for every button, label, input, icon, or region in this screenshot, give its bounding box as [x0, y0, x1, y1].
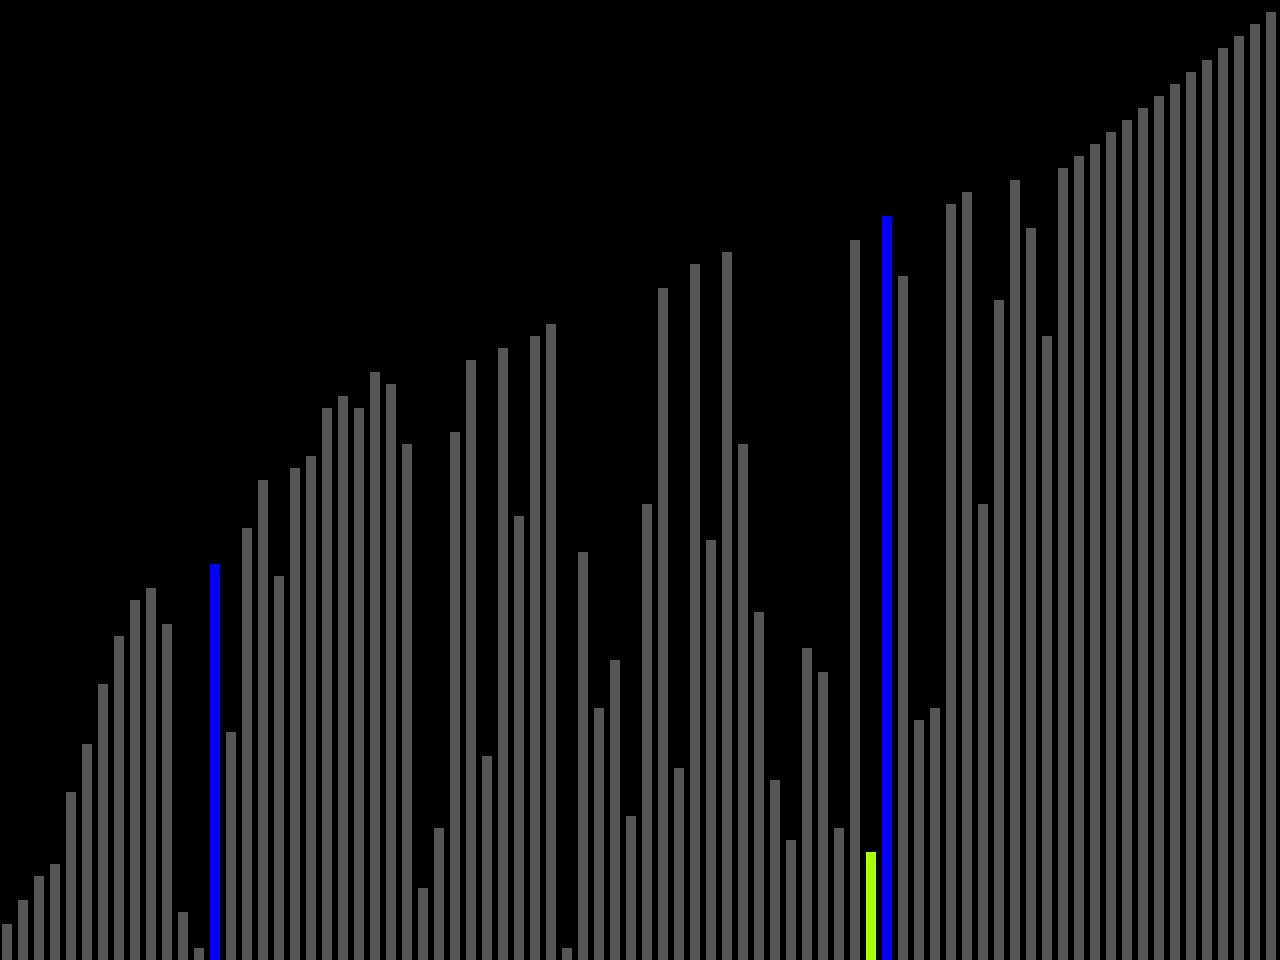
bar	[434, 828, 444, 960]
bar	[930, 708, 940, 960]
bar	[322, 408, 332, 960]
bar	[114, 636, 124, 960]
bar	[1250, 24, 1260, 960]
bar	[466, 360, 476, 960]
bar	[626, 816, 636, 960]
bar	[658, 288, 668, 960]
bar	[290, 468, 300, 960]
bar	[178, 912, 188, 960]
bar	[898, 276, 908, 960]
bar	[370, 372, 380, 960]
bar	[1106, 132, 1116, 960]
bar	[1138, 108, 1148, 960]
bar	[162, 624, 172, 960]
bar	[226, 732, 236, 960]
bar	[98, 684, 108, 960]
bar	[498, 348, 508, 960]
bar	[1218, 48, 1228, 960]
bar	[34, 876, 44, 960]
bar	[1154, 96, 1164, 960]
bar	[1202, 60, 1212, 960]
bar	[274, 576, 284, 960]
bar	[146, 588, 156, 960]
bar	[994, 300, 1004, 960]
bar	[610, 660, 620, 960]
bar	[194, 948, 204, 960]
bar	[450, 432, 460, 960]
bar	[50, 864, 60, 960]
bar	[306, 456, 316, 960]
bar	[1170, 84, 1180, 960]
bar	[1234, 36, 1244, 960]
bar	[914, 720, 924, 960]
bar	[722, 252, 732, 960]
bar	[834, 828, 844, 960]
bar	[354, 408, 364, 960]
bar	[258, 480, 268, 960]
bar	[130, 600, 140, 960]
bar	[418, 888, 428, 960]
bar-compare	[210, 564, 220, 960]
bar	[802, 648, 812, 960]
bar	[578, 552, 588, 960]
bar	[706, 540, 716, 960]
bar	[946, 204, 956, 960]
bar	[402, 444, 412, 960]
bar	[66, 792, 76, 960]
bar	[850, 240, 860, 960]
bar	[242, 528, 252, 960]
bar	[562, 948, 572, 960]
bar	[1026, 228, 1036, 960]
bar	[386, 384, 396, 960]
bar	[818, 672, 828, 960]
bar	[2, 924, 12, 960]
bar	[82, 744, 92, 960]
bar	[594, 708, 604, 960]
bar	[1074, 156, 1084, 960]
bars-group	[2, 12, 1276, 960]
bar	[1122, 120, 1132, 960]
bar	[18, 900, 28, 960]
bar	[770, 780, 780, 960]
bar	[482, 756, 492, 960]
bar	[338, 396, 348, 960]
bar	[674, 768, 684, 960]
bar	[1010, 180, 1020, 960]
bar	[1042, 336, 1052, 960]
bar	[786, 840, 796, 960]
bar	[738, 444, 748, 960]
bar	[1058, 168, 1068, 960]
bar	[754, 612, 764, 960]
bar-compare	[882, 216, 892, 960]
bar	[530, 336, 540, 960]
bar	[1266, 12, 1276, 960]
bar	[962, 192, 972, 960]
bar	[978, 504, 988, 960]
bar	[1186, 72, 1196, 960]
bar	[514, 516, 524, 960]
bar-pivot	[866, 852, 876, 960]
bar	[690, 264, 700, 960]
bar	[546, 324, 556, 960]
bar	[1090, 144, 1100, 960]
bar	[642, 504, 652, 960]
